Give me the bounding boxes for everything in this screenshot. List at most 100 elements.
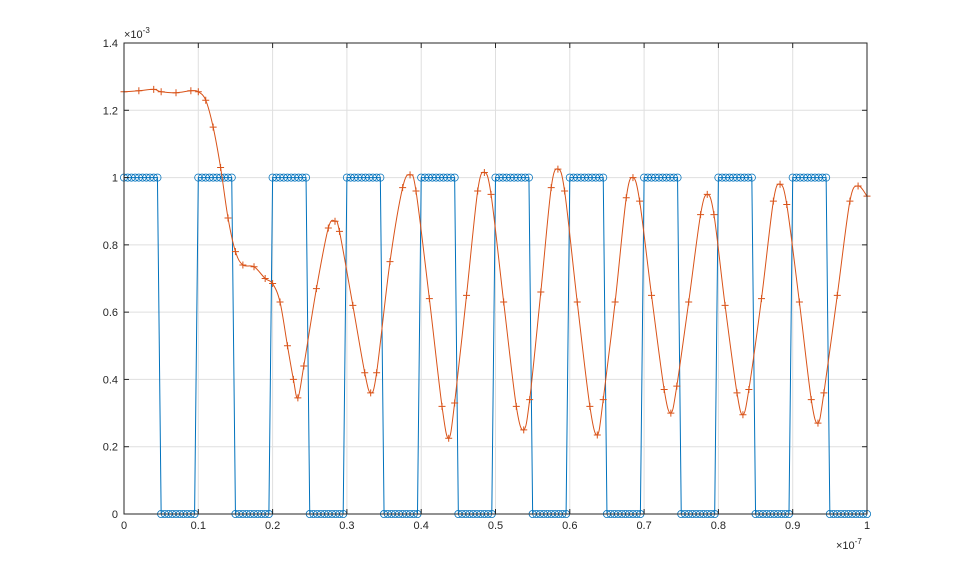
data-point <box>554 165 562 173</box>
data-point <box>593 431 601 439</box>
data-point <box>172 89 180 97</box>
data-point <box>217 163 225 171</box>
x-tick-label: 0 <box>121 520 127 532</box>
y-tick-label: 1.4 <box>103 38 118 50</box>
data-point <box>463 291 471 299</box>
data-point <box>302 173 311 182</box>
data-point <box>854 182 862 190</box>
x-tick-label: 0.4 <box>414 520 429 532</box>
data-point <box>386 258 394 266</box>
data-point <box>629 174 637 182</box>
data-point <box>376 173 385 182</box>
data-point <box>250 263 258 271</box>
y-tick-label: 0 <box>112 509 118 521</box>
data-point <box>227 173 236 182</box>
data-point <box>153 173 162 182</box>
data-point <box>807 396 815 404</box>
data-point <box>814 419 822 427</box>
data-point <box>537 288 545 296</box>
data-point <box>526 396 534 404</box>
data-point <box>747 173 756 182</box>
data-point <box>744 173 753 182</box>
data-point <box>710 211 718 219</box>
y-tick-label: 0.4 <box>103 374 118 386</box>
data-point <box>335 227 343 235</box>
data-point <box>224 173 233 182</box>
data-point <box>202 96 210 104</box>
data-point <box>373 369 381 377</box>
data-point <box>276 298 284 306</box>
data-point <box>187 87 195 95</box>
data-point <box>820 389 828 397</box>
series-1 <box>120 85 871 442</box>
data-point <box>239 261 247 269</box>
data-point <box>636 197 644 205</box>
data-point <box>673 173 682 182</box>
x-tick-label: 0.3 <box>339 520 354 532</box>
data-point <box>231 248 239 256</box>
data-point <box>586 402 594 410</box>
data-point <box>818 173 827 182</box>
data-point <box>324 224 332 232</box>
data-point <box>261 275 269 282</box>
data-point <box>425 295 433 303</box>
data-point <box>450 173 459 182</box>
axes: 0 0.1 0.2 0.3 0.4 0.5 0.6 0.7 0.8 0.9 1 0 0.2 0.4 0.6 0… <box>103 38 870 532</box>
y-exponent-label: ×10-3 <box>124 26 150 41</box>
data-point <box>451 399 459 407</box>
data-point <box>135 87 143 95</box>
data-point <box>648 291 656 299</box>
x-tick-label: 0.2 <box>265 520 280 532</box>
data-point <box>412 187 420 195</box>
data-point <box>611 298 619 306</box>
x-tick-label: 0.1 <box>191 520 206 532</box>
data-point <box>757 295 765 303</box>
y-tick-label: 1 <box>112 173 118 185</box>
data-point <box>547 184 555 192</box>
data-point <box>833 291 841 299</box>
data-point <box>294 394 302 402</box>
data-point <box>209 123 217 131</box>
data-point <box>474 187 482 195</box>
data-point <box>660 386 668 394</box>
data-point <box>521 173 530 182</box>
data-point <box>289 375 297 383</box>
data-point <box>372 173 381 182</box>
data-point <box>312 285 320 293</box>
data-point <box>331 217 339 225</box>
data-point <box>300 362 308 370</box>
data-point <box>721 301 729 309</box>
data-point <box>573 298 581 306</box>
data-point <box>438 402 446 410</box>
data-point <box>733 389 741 397</box>
data-point <box>769 197 777 205</box>
x-tick-label: 1 <box>864 520 870 532</box>
data-point <box>622 194 630 202</box>
data-point <box>599 173 608 182</box>
data-point <box>298 173 307 182</box>
data-point <box>667 409 675 417</box>
data-point <box>795 298 803 306</box>
data-point <box>487 190 495 198</box>
data-point <box>194 88 202 96</box>
data-point <box>595 173 604 182</box>
data-point <box>745 386 753 394</box>
data-point <box>224 214 232 222</box>
x-exponent-label: ×10-7 <box>836 537 862 552</box>
data-point <box>150 85 158 93</box>
x-tick-label: 0.9 <box>785 520 800 532</box>
data-point <box>561 187 569 195</box>
x-tick-label: 0.8 <box>711 520 726 532</box>
data-point <box>406 171 414 179</box>
data-point <box>446 173 455 182</box>
data-point <box>520 426 528 434</box>
data-point <box>822 173 831 182</box>
data-point <box>703 190 711 198</box>
data-point <box>846 197 854 205</box>
y-tick-label: 0.8 <box>103 240 118 252</box>
data-point <box>367 389 375 397</box>
data-point <box>283 342 291 350</box>
data-point <box>500 298 508 306</box>
